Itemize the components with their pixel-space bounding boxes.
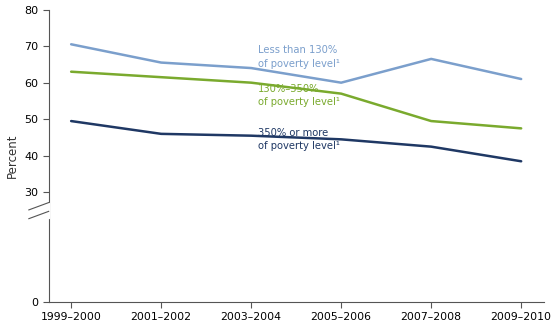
- Y-axis label: Percent: Percent: [6, 133, 18, 178]
- Text: Less than 130%
of poverty level¹: Less than 130% of poverty level¹: [258, 45, 340, 69]
- Text: 350% or more
of poverty level¹: 350% or more of poverty level¹: [258, 128, 340, 151]
- Text: 130%–350%
of poverty level¹: 130%–350% of poverty level¹: [258, 84, 340, 107]
- Bar: [29, 203, 49, 218]
